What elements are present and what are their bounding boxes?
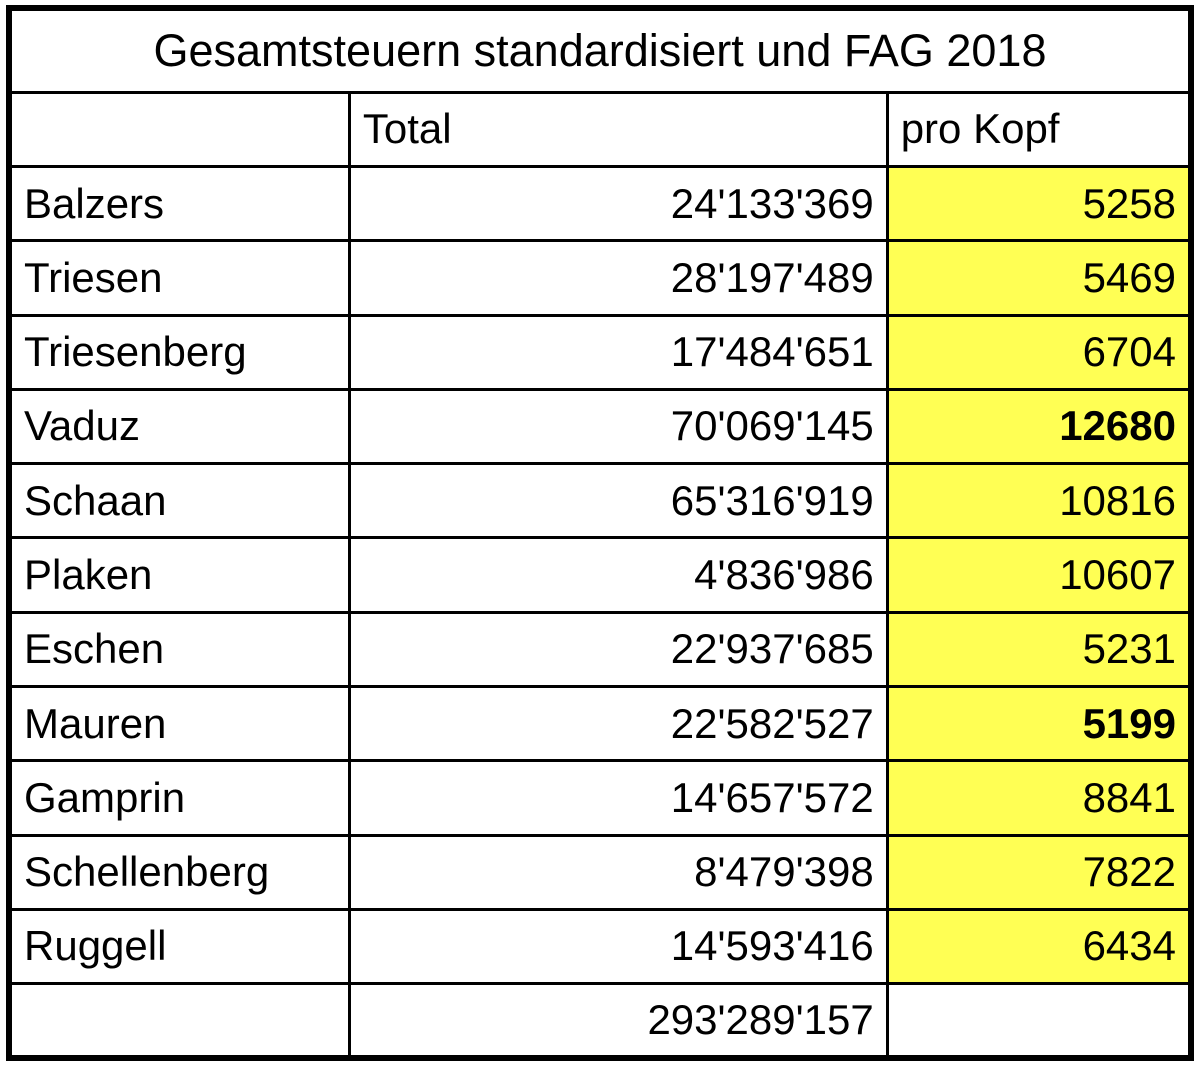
pro-kopf-value: 6704 bbox=[885, 313, 1193, 391]
pro-kopf-value: 5231 bbox=[885, 610, 1193, 688]
table-row: Balzers 24'133'369 5258 bbox=[7, 164, 1193, 243]
total-value: 4'836'986 bbox=[347, 536, 889, 614]
pro-kopf-value: 10816 bbox=[885, 462, 1193, 540]
pro-kopf-value: 8841 bbox=[885, 759, 1193, 837]
municipality-name: Vaduz bbox=[7, 387, 351, 466]
footer-row: 293'289'157 bbox=[7, 982, 1193, 1060]
total-value: 24'133'369 bbox=[347, 164, 889, 243]
municipality-name: Schellenberg bbox=[7, 833, 351, 911]
total-value: 22'937'685 bbox=[347, 610, 889, 688]
header-pro-kopf: pro Kopf bbox=[885, 90, 1193, 169]
pro-kopf-value: 5258 bbox=[885, 164, 1193, 243]
table-row: Triesenberg 17'484'651 6704 bbox=[7, 313, 1193, 391]
table-title: Gesamtsteuern standardisiert und FAG 201… bbox=[7, 6, 1193, 94]
table-row: Plaken 4'836'986 10607 bbox=[7, 536, 1193, 614]
tax-table: Gesamtsteuern standardisiert und FAG 201… bbox=[6, 5, 1194, 1061]
municipality-name: Plaken bbox=[7, 536, 351, 614]
municipality-name: Schaan bbox=[7, 462, 351, 540]
header-name bbox=[7, 90, 351, 169]
table-row: Schellenberg 8'479'398 7822 bbox=[7, 833, 1193, 911]
municipality-name: Triesenberg bbox=[7, 313, 351, 391]
municipality-name: Mauren bbox=[7, 684, 351, 763]
pro-kopf-value: 12680 bbox=[885, 387, 1193, 466]
total-value: 14'657'572 bbox=[347, 759, 889, 837]
table-row: Schaan 65'316'919 10816 bbox=[7, 462, 1193, 540]
municipality-name: Eschen bbox=[7, 610, 351, 688]
header-total: Total bbox=[347, 90, 889, 169]
table-row: Vaduz 70'069'145 12680 bbox=[7, 387, 1193, 466]
total-value: 14'593'416 bbox=[347, 907, 889, 986]
total-value: 8'479'398 bbox=[347, 833, 889, 911]
total-value: 65'316'919 bbox=[347, 462, 889, 540]
footer-empty-name bbox=[7, 982, 351, 1060]
municipality-name: Gamprin bbox=[7, 759, 351, 837]
municipality-name: Triesen bbox=[7, 239, 351, 317]
table-row: Eschen 22'937'685 5231 bbox=[7, 610, 1193, 688]
footer-empty-pro-kopf bbox=[885, 982, 1193, 1060]
table-row: Mauren 22'582'527 5199 bbox=[7, 684, 1193, 763]
municipality-name: Ruggell bbox=[7, 907, 351, 986]
title-row: Gesamtsteuern standardisiert und FAG 201… bbox=[7, 6, 1193, 94]
total-value: 70'069'145 bbox=[347, 387, 889, 466]
pro-kopf-value: 7822 bbox=[885, 833, 1193, 911]
total-value: 17'484'651 bbox=[347, 313, 889, 391]
pro-kopf-value: 5199 bbox=[885, 684, 1193, 763]
table-row: Triesen 28'197'489 5469 bbox=[7, 239, 1193, 317]
pro-kopf-value: 5469 bbox=[885, 239, 1193, 317]
total-value: 28'197'489 bbox=[347, 239, 889, 317]
total-value: 22'582'527 bbox=[347, 684, 889, 763]
grand-total-value: 293'289'157 bbox=[347, 982, 889, 1060]
table-row: Ruggell 14'593'416 6434 bbox=[7, 907, 1193, 986]
table-row: Gamprin 14'657'572 8841 bbox=[7, 759, 1193, 837]
pro-kopf-value: 10607 bbox=[885, 536, 1193, 614]
municipality-name: Balzers bbox=[7, 164, 351, 243]
pro-kopf-value: 6434 bbox=[885, 907, 1193, 986]
header-row: Total pro Kopf bbox=[7, 90, 1193, 169]
